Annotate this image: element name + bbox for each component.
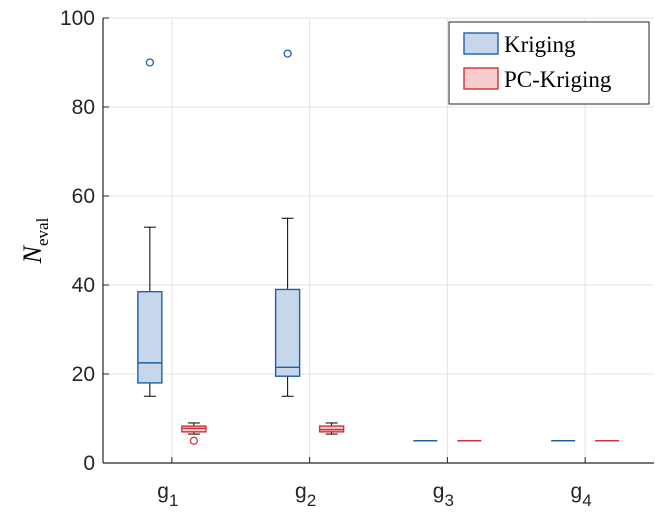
box (274, 49, 301, 397)
y-tick-label: 60 (72, 185, 95, 208)
box (318, 422, 345, 435)
y-tick-label: 80 (72, 96, 95, 119)
series-kriging (137, 49, 576, 442)
legend-swatch (463, 32, 499, 55)
box-iqr (137, 290, 163, 384)
box-outlier (283, 49, 292, 58)
box-outlier (189, 436, 199, 445)
box-outlier (145, 58, 155, 67)
grid-lines (103, 17, 654, 464)
x-tick-label: g1 (157, 480, 178, 510)
box (137, 58, 163, 397)
x-tick-label: g4 (571, 480, 592, 510)
legend: Kriging PC-Kriging (448, 21, 650, 105)
x-tick-label: g2 (295, 480, 316, 510)
x-tick-label: g3 (433, 480, 454, 510)
series-pc-kriging (181, 422, 620, 445)
y-axis-label: Neval (18, 217, 52, 264)
legend-label: Kriging (504, 32, 576, 57)
y-tick-label: 40 (72, 274, 95, 297)
box-iqr (274, 288, 301, 377)
box (181, 422, 207, 445)
y-tick-label: 100 (60, 7, 95, 30)
legend-swatch (463, 67, 499, 90)
y-tick-label: 20 (72, 363, 95, 386)
y-tick-label: 0 (83, 452, 95, 475)
legend-label: PC-Kriging (504, 67, 612, 92)
